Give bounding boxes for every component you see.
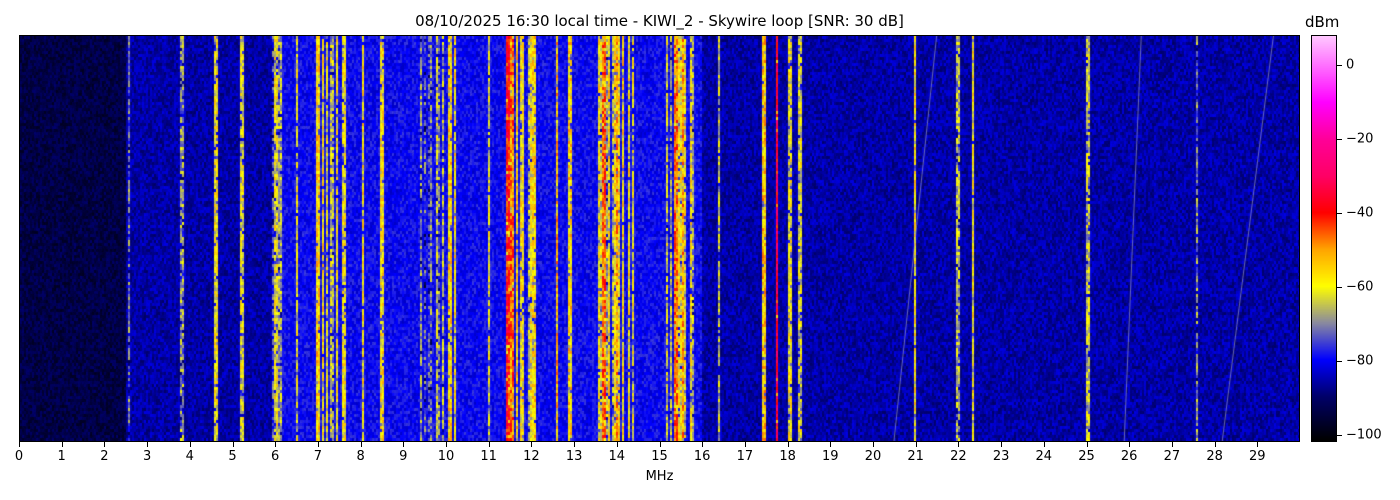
- colorbar-tick-label: −60: [1346, 279, 1374, 295]
- x-tick: [19, 442, 20, 447]
- x-tick-label: 9: [399, 449, 408, 464]
- x-tick-label: 1: [57, 449, 66, 464]
- x-tick: [1129, 442, 1131, 447]
- colorbar-gradient: [1312, 36, 1336, 441]
- colorbar-label: dBm: [1305, 13, 1340, 31]
- x-tick: [104, 442, 106, 447]
- x-tick-label: 29: [1249, 449, 1266, 464]
- x-tick: [702, 442, 704, 447]
- x-tick-label: 28: [1206, 449, 1223, 464]
- colorbar-tick: [1337, 360, 1342, 362]
- x-tick: [659, 442, 661, 447]
- colorbar-tick-label: −20: [1346, 131, 1374, 147]
- x-tick: [147, 442, 149, 447]
- x-tick-label: 18: [779, 449, 796, 464]
- x-tick-label: 10: [437, 449, 455, 464]
- x-tick-label: 7: [313, 449, 323, 464]
- x-tick: [275, 442, 277, 447]
- colorbar-tick: [1337, 64, 1342, 66]
- x-tick-label: 17: [736, 449, 754, 464]
- x-tick: [1043, 442, 1045, 447]
- x-tick-label: 13: [565, 449, 583, 464]
- colorbar-tick-label: −40: [1346, 205, 1374, 221]
- x-tick-label: 27: [1163, 449, 1181, 464]
- colorbar-tick: [1337, 138, 1342, 140]
- x-tick: [787, 442, 789, 447]
- x-tick-label: 19: [822, 449, 839, 464]
- x-tick: [1086, 442, 1088, 447]
- x-tick: [403, 442, 405, 447]
- x-tick: [360, 442, 362, 447]
- x-tick: [616, 442, 618, 447]
- x-tick: [915, 442, 917, 447]
- colorbar-tick-label: −100: [1346, 427, 1382, 443]
- x-tick-label: 22: [950, 449, 967, 464]
- x-tick: [531, 442, 533, 447]
- colorbar-tick: [1337, 212, 1342, 214]
- x-tick-label: 16: [693, 449, 711, 464]
- x-tick-label: 8: [356, 449, 365, 464]
- x-tick: [488, 442, 490, 447]
- x-tick: [958, 442, 960, 447]
- x-tick-label: 20: [864, 449, 882, 464]
- colorbar: [1311, 35, 1337, 442]
- x-tick: [574, 442, 576, 447]
- x-tick: [317, 442, 319, 447]
- x-tick-label: 14: [608, 449, 626, 464]
- x-tick-label: 23: [992, 449, 1010, 464]
- chart-title: 08/10/2025 16:30 local time - KIWI_2 - S…: [415, 12, 904, 30]
- x-tick-label: 24: [1035, 449, 1053, 464]
- x-tick-label: 3: [142, 449, 152, 464]
- x-tick-label: 2: [100, 449, 109, 464]
- x-tick: [1001, 442, 1003, 447]
- x-tick: [232, 442, 234, 447]
- x-tick-label: 11: [480, 449, 497, 464]
- x-axis-label: MHz: [645, 469, 674, 484]
- x-tick: [830, 442, 832, 447]
- colorbar-tick: [1337, 286, 1342, 288]
- x-tick-label: 4: [185, 449, 194, 464]
- x-tick-label: 26: [1120, 449, 1138, 464]
- x-tick: [1214, 442, 1216, 447]
- x-tick: [446, 442, 447, 447]
- waterfall-plot: [19, 35, 1300, 442]
- x-tick-label: 0: [14, 449, 24, 464]
- colorbar-tick-label: −80: [1346, 353, 1374, 369]
- colorbar-tick-label: 0: [1346, 57, 1355, 73]
- x-tick-label: 25: [1078, 449, 1095, 464]
- x-tick: [1257, 442, 1259, 447]
- x-tick-label: 21: [907, 449, 924, 464]
- x-tick: [1171, 442, 1173, 447]
- x-tick-label: 12: [523, 449, 540, 464]
- x-tick: [189, 442, 191, 447]
- x-tick: [61, 442, 63, 447]
- x-tick-label: 6: [271, 449, 280, 464]
- waterfall-heatmap: [20, 36, 1299, 441]
- colorbar-tick: [1337, 434, 1342, 436]
- x-tick: [744, 442, 746, 447]
- x-tick-label: 5: [228, 449, 237, 464]
- x-tick-label: 15: [651, 449, 668, 464]
- x-tick: [873, 442, 874, 447]
